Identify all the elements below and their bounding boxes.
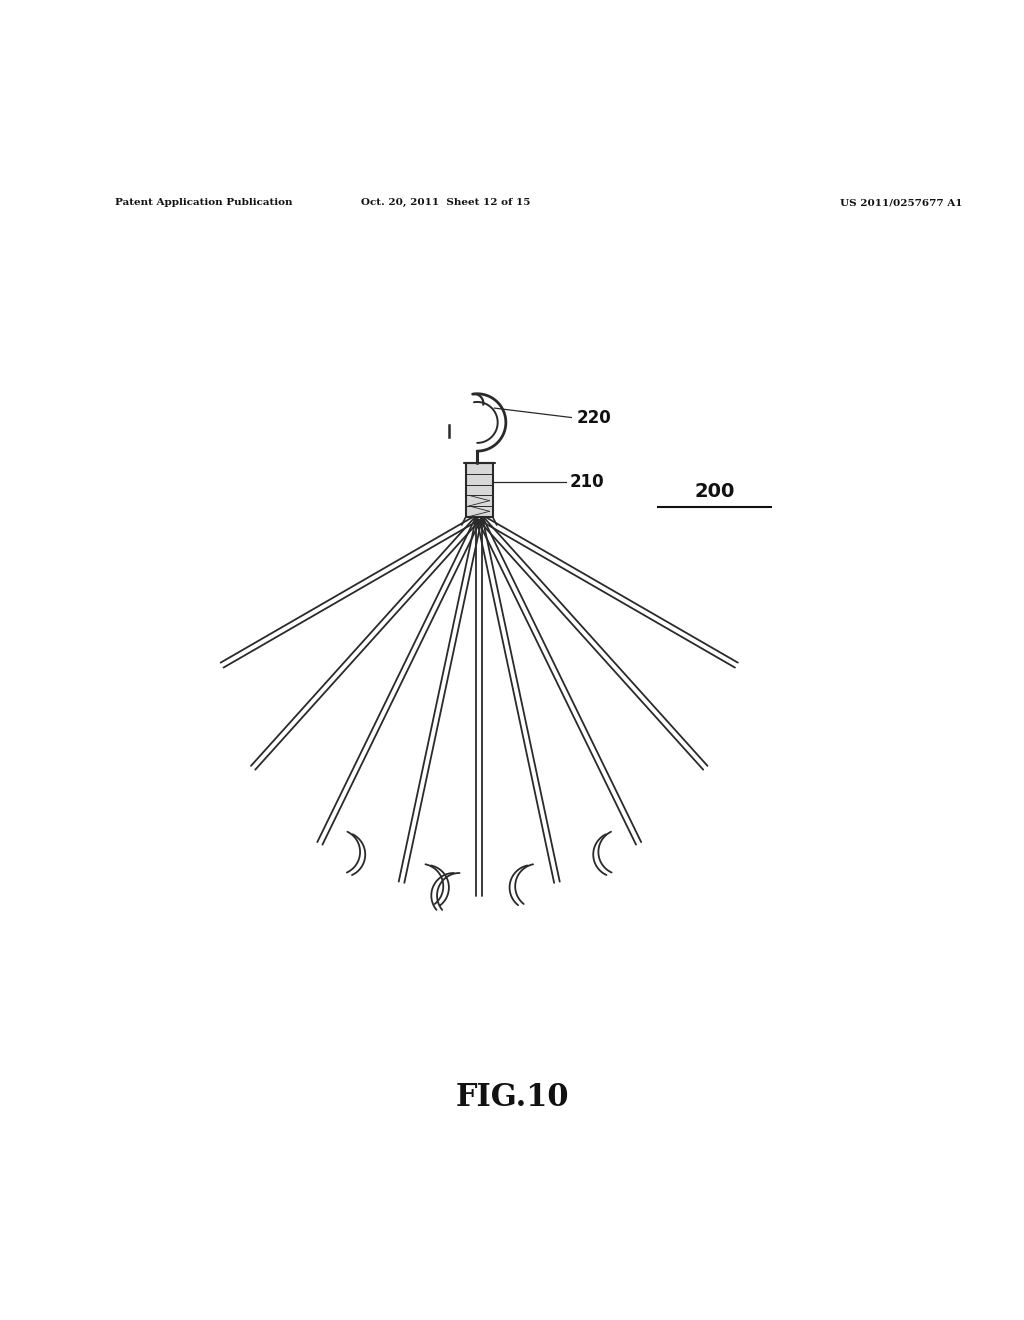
Text: Oct. 20, 2011  Sheet 12 of 15: Oct. 20, 2011 Sheet 12 of 15 [360, 198, 530, 207]
Text: US 2011/0257677 A1: US 2011/0257677 A1 [840, 198, 963, 207]
Bar [466, 463, 493, 516]
Text: Patent Application Publication: Patent Application Publication [115, 198, 292, 207]
Text: 220: 220 [577, 408, 611, 426]
Text: FIG.10: FIG.10 [456, 1082, 568, 1113]
Text: 210: 210 [569, 473, 604, 491]
Text: 200: 200 [694, 482, 735, 500]
